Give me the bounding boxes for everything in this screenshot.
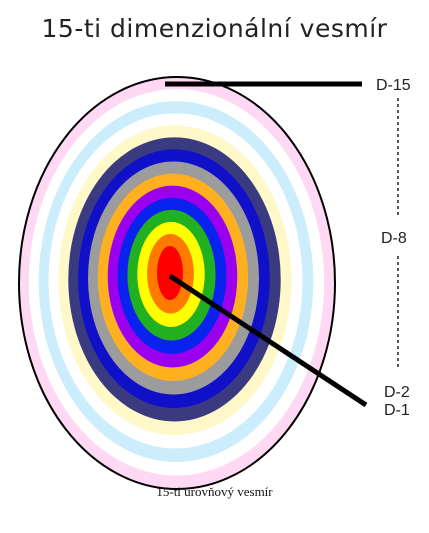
label-d1: D-1	[384, 402, 410, 419]
ring-d1	[157, 246, 183, 300]
diagram-caption: 15-ti úrovňový vesmír	[156, 484, 273, 499]
diagram-title: 15-ti dimenzionální vesmír	[41, 14, 388, 43]
pointer-line-d1	[168, 273, 368, 408]
dimension-rings	[19, 77, 335, 489]
universe-outline	[18, 76, 336, 490]
label-d8: D-8	[381, 230, 407, 247]
label-d2: D-2	[384, 384, 410, 401]
label-d15: D-15	[376, 77, 411, 94]
